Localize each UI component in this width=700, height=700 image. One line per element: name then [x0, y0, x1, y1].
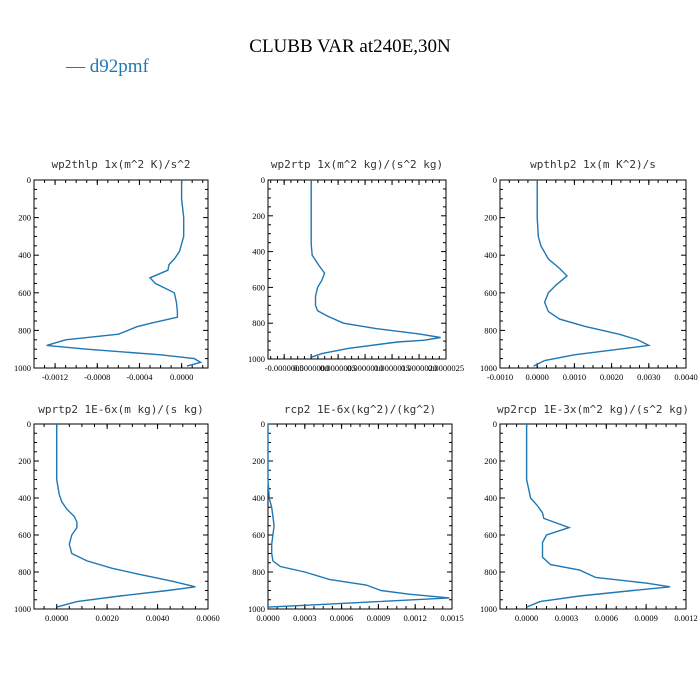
y-tick-label: 600: [252, 282, 265, 292]
y-tick-label: 800: [252, 567, 265, 577]
y-tick-label: 0: [261, 419, 265, 429]
x-tick-label: 0.0000015: [374, 363, 410, 373]
x-tick-label: 0.0010: [563, 372, 586, 382]
figure-title: CLUBB VAR at240E,30N: [249, 36, 451, 57]
y-tick-label: 1000: [14, 363, 31, 373]
chart-panel-6: wp2rcp 1E-3x(m^2 kg)/(s^2 kg)0 200 400 600 8…: [480, 403, 698, 623]
chart-panel-2: wp2rtp 1x(m^2 kg)/(s^2 kg) 0 200 400 600 800 1…: [248, 158, 464, 373]
plot-frame: [33, 179, 209, 369]
x-tick-label: -0.0004: [126, 372, 153, 382]
y-tick-label: 1000: [248, 354, 265, 364]
chart-title: wprtp2 1E-6x(m kg)/(s kg): [38, 403, 204, 416]
x-tick-label: -0.0008: [84, 372, 110, 382]
x-tick-label: 0.0000025: [428, 363, 464, 373]
x-tick-label: 0.0040: [674, 372, 697, 382]
series-line: [56, 424, 196, 608]
x-tick-label: 0.0000010: [347, 363, 383, 373]
x-tick-label: -0.0010: [487, 372, 513, 382]
series-line: [525, 424, 671, 608]
y-tick-label: 0: [27, 175, 31, 185]
x-tick-label: 0.0015: [440, 613, 463, 623]
y-tick-label: 400: [484, 250, 497, 260]
x-tick-label: 0.0000000: [293, 363, 329, 373]
y-tick-label: 200: [252, 211, 265, 221]
legend-line-icon: —: [66, 56, 90, 77]
chart-title: rcp2 1E-6x(kg^2)/(kg^2): [284, 403, 436, 416]
y-tick-label: 200: [18, 456, 31, 466]
plot-frame: [267, 179, 447, 360]
x-tick-label: 0.0000: [526, 372, 549, 382]
y-tick-label: 0: [27, 419, 31, 429]
y-tick-label: 600: [484, 288, 497, 298]
x-tick-label: 0.0006: [595, 613, 618, 623]
series-line: [533, 180, 652, 367]
y-tick-label: 600: [18, 288, 31, 298]
x-tick-label: 0.0040: [146, 613, 169, 623]
series-line: [46, 180, 203, 367]
x-tick-label: 0.0009: [634, 613, 657, 623]
x-tick-label: 0.0060: [196, 613, 219, 623]
x-tick-label: 0.0020: [95, 613, 118, 623]
y-tick-label: 800: [484, 325, 497, 335]
plot-frame: [499, 423, 687, 610]
x-tick-label: 0.0009: [367, 613, 390, 623]
chart-title: wpthlp2 1x(m K^2)/s: [530, 158, 656, 171]
y-tick-label: 0: [261, 175, 265, 185]
y-tick-label: 400: [252, 247, 265, 257]
y-tick-label: 200: [18, 213, 31, 223]
y-tick-label: 400: [252, 493, 265, 503]
chart-title: wp2thlp 1x(m^2 K)/s^2: [51, 158, 190, 171]
y-tick-label: 800: [18, 567, 31, 577]
chart-panel-5: rcp2 1E-6x(kg^2)/(kg^2) 0 200 400 600 800 1000…: [248, 403, 464, 623]
x-tick-label: -0.0000005: [265, 363, 304, 373]
y-tick-label: 0: [493, 419, 497, 429]
x-tick-label: 0.0000: [256, 613, 279, 623]
x-tick-label: 0.0000: [170, 372, 193, 382]
x-tick-label: 0.0030: [637, 372, 660, 382]
x-tick-label: 0.0000005: [320, 363, 356, 373]
x-tick-label: 0.0012: [404, 613, 427, 623]
legend: — d92pmf: [66, 56, 149, 78]
y-tick-label: 400: [18, 493, 31, 503]
y-tick-label: 1000: [480, 604, 497, 614]
plot-frame: [33, 423, 209, 610]
chart-panel-3: wpthlp2 1x(m K^2)/s 0 200 400 600 800 1000-0.0…: [480, 158, 698, 382]
y-tick-label: 200: [252, 456, 265, 466]
chart-panel-1: wp2thlp 1x(m^2 K)/s^2 0 200 400 600 800 1000 -0…: [14, 158, 209, 382]
series-line: [310, 180, 441, 358]
y-tick-label: 1000: [480, 363, 497, 373]
y-tick-label: 1000: [14, 604, 31, 614]
y-tick-label: 600: [484, 530, 497, 540]
y-tick-label: 600: [18, 530, 31, 540]
x-tick-label: 0.0006: [330, 613, 353, 623]
y-tick-label: 0: [493, 175, 497, 185]
y-tick-label: 1000: [248, 604, 265, 614]
y-tick-label: 200: [484, 213, 497, 223]
y-tick-label: 600: [252, 530, 265, 540]
plot-frame: [267, 423, 453, 610]
y-tick-label: 800: [252, 318, 265, 328]
x-tick-label: 0.0000: [45, 613, 68, 623]
chart-title: wp2rcp 1E-3x(m^2 kg)/(s^2 kg): [497, 403, 689, 416]
x-tick-label: 0.0012: [674, 613, 697, 623]
series-line: [267, 424, 450, 608]
legend-label: d92pmf: [89, 56, 149, 77]
y-tick-label: 400: [18, 250, 31, 260]
y-tick-label: 400: [484, 493, 497, 503]
x-tick-label: 0.0000: [515, 613, 538, 623]
x-tick-label: 0.0020: [600, 372, 623, 382]
x-tick-label: 0.0003: [293, 613, 316, 623]
x-tick-label: 0.0003: [555, 613, 578, 623]
y-tick-label: 800: [18, 325, 31, 335]
x-tick-label: -0.0012: [42, 372, 68, 382]
y-tick-label: 200: [484, 456, 497, 466]
plot-frame: [499, 179, 687, 369]
chart-panel-4: wprtp2 1E-6x(m kg)/(s kg) 0 200 400 600 800 10…: [14, 403, 220, 623]
y-tick-label: 800: [484, 567, 497, 577]
chart-title: wp2rtp 1x(m^2 kg)/(s^2 kg): [271, 158, 443, 171]
x-tick-label: 0.0000020: [401, 363, 437, 373]
